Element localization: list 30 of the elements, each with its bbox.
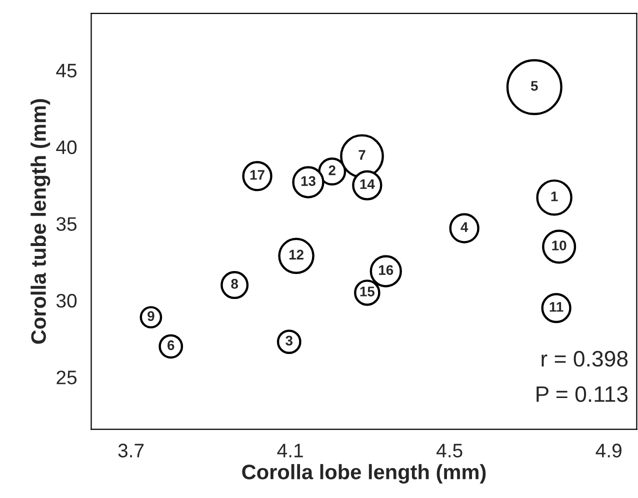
annotation: 14 (360, 179, 375, 189)
x-tick-label: 4.9 (596, 444, 622, 458)
annotation: 3 (286, 336, 292, 346)
y-axis-title: Corolla tube length (mm) (30, 99, 50, 344)
annotation: 8 (231, 278, 238, 289)
annotation: 4 (460, 222, 468, 232)
x-tick-label: 4.5 (436, 444, 462, 458)
y-tick-label: 45 (56, 64, 77, 78)
annotation: 11 (550, 302, 564, 312)
y-tick-label: 30 (56, 294, 77, 308)
annotation: 7 (358, 150, 366, 160)
annotation: 15 (360, 286, 374, 296)
annotation: 17 (250, 170, 264, 180)
annotation: r = 0.398 (542, 350, 628, 367)
annotation: 1 (551, 192, 558, 202)
annotation: 13 (301, 176, 316, 186)
x-tick-label: 4.1 (277, 444, 303, 458)
annotation: P = 0.113 (536, 386, 628, 402)
annotation: 16 (379, 265, 394, 275)
y-tick-label: 35 (56, 217, 77, 231)
annotation: 9 (148, 311, 154, 321)
annotation: 5 (530, 81, 538, 91)
annotation: 10 (552, 240, 566, 250)
y-tick-label: 40 (56, 140, 77, 154)
y-tick-label: 25 (56, 370, 77, 384)
x-axis-title: Corolla lobe length (mm) (242, 464, 486, 484)
annotation: 12 (289, 250, 304, 260)
annotation: 2 (328, 165, 336, 176)
annotation: 6 (168, 340, 174, 350)
x-tick-label: 3.7 (118, 444, 144, 458)
